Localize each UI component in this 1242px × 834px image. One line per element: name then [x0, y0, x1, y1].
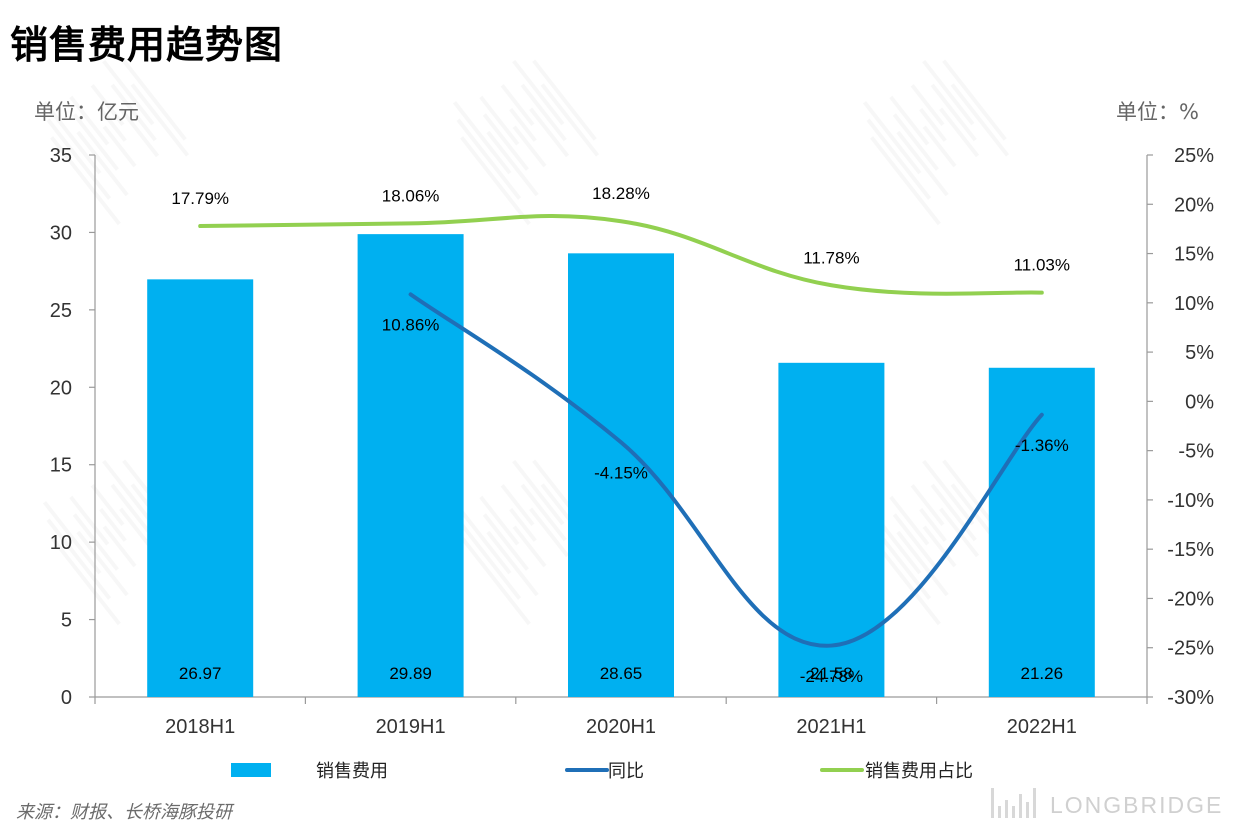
x-tick-label: 2022H1: [1007, 716, 1077, 738]
ratio-value-label: 17.79%: [171, 189, 229, 208]
bar-2019H1: [357, 234, 464, 697]
bar-value-label: 28.65: [600, 664, 643, 683]
bar-value-label: 26.97: [179, 664, 222, 683]
yoy-value-label: -1.36%: [1015, 436, 1069, 455]
watermark-bar: [460, 536, 531, 625]
bar-value-label: 21.26: [1021, 664, 1064, 683]
legend-label-yoy: 同比: [608, 761, 644, 782]
yoy-line: [408, 292, 1044, 648]
left-tick-label: 10: [50, 532, 72, 554]
bar-2021H1: [778, 362, 885, 697]
x-tick-label: 2018H1: [165, 716, 235, 738]
legend-label-bar: 销售费用: [316, 761, 388, 782]
source-note: 来源：财报、长桥海豚投研: [16, 802, 232, 823]
left-tick-label: 5: [61, 610, 72, 632]
right-tick-label: 25%: [1174, 145, 1214, 167]
bar-2018H1: [147, 279, 254, 697]
ratio-value-label: 11.03%: [1014, 256, 1070, 275]
yoy-value-label: 10.86%: [382, 315, 440, 334]
right-tick-label: -20%: [1167, 588, 1214, 610]
watermark-bar: [119, 108, 159, 158]
ratio-value-label: 18.28%: [592, 184, 650, 203]
watermark-bar: [479, 496, 519, 546]
watermark-bar: [479, 96, 519, 146]
chart-axes: 0 5 10 15 20 25 30 35 -30% -25% -20% -15% -10% -5% 0% 5…: [50, 145, 1214, 738]
data-labels: 26.97 29.89 28.65 21.58 21.26 10.86% -4.15% -24…: [171, 184, 1070, 686]
ratio-value-label: 11.78%: [803, 248, 859, 267]
x-tick-label: 2021H1: [796, 716, 866, 738]
left-axis-unit: 单位：亿元: [34, 100, 139, 124]
right-tick-label: -15%: [1167, 539, 1214, 561]
bar-value-label: 29.89: [389, 664, 432, 683]
watermark-2: [850, 47, 1023, 225]
right-tick-label: 15%: [1174, 244, 1214, 266]
yoy-value-label: -4.15%: [594, 463, 648, 482]
line-series: [198, 214, 1044, 648]
watermark-bar: [69, 96, 109, 146]
legend-swatch-bar: [231, 763, 271, 777]
chart-title: 销售费用趋势图: [10, 23, 284, 67]
x-tick-label: 2020H1: [586, 716, 656, 738]
ratio-value-label: 18.06%: [382, 186, 440, 205]
watermark-bar: [889, 496, 929, 546]
longbridge-logo-icon: [991, 788, 1036, 818]
right-tick-label: 5%: [1185, 342, 1214, 364]
left-tick-label: 20: [50, 377, 72, 399]
watermark-1: [440, 47, 613, 225]
bar-value-label: 21.58: [810, 664, 853, 683]
right-tick-label: 10%: [1174, 293, 1214, 315]
watermark-bar: [529, 508, 569, 558]
ratio-line: [198, 214, 1044, 296]
bar-2022H1: [988, 367, 1095, 697]
watermark-bar: [939, 108, 979, 158]
right-tick-label: -25%: [1167, 638, 1214, 660]
right-tick-label: -30%: [1167, 687, 1214, 709]
left-tick-label: 15: [50, 455, 72, 477]
left-tick-label: 35: [50, 145, 72, 167]
brand-logo-text: LONGBRIDGE: [1050, 792, 1224, 818]
left-tick-label: 25: [50, 300, 72, 322]
bar-series: [147, 234, 1095, 697]
watermark-bar: [870, 136, 941, 225]
watermark-bar: [69, 496, 109, 546]
right-tick-label: -10%: [1167, 490, 1214, 512]
right-axis-unit: 单位：%: [1116, 100, 1199, 124]
watermark-bar: [460, 136, 531, 225]
chart-legend: 销售费用 同比 销售费用占比: [231, 761, 973, 782]
right-tick-label: 20%: [1174, 194, 1214, 216]
right-tick-label: 0%: [1185, 391, 1214, 413]
legend-label-ratio: 销售费用占比: [865, 761, 973, 782]
yoy-value-label: -24.78%: [800, 667, 863, 686]
right-tick-label: -5%: [1178, 441, 1214, 463]
watermark-bar: [529, 108, 569, 158]
x-tick-label: 2019H1: [376, 716, 446, 738]
watermark-bar: [889, 96, 929, 146]
left-tick-label: 0: [61, 687, 72, 709]
left-tick-label: 30: [50, 222, 72, 244]
